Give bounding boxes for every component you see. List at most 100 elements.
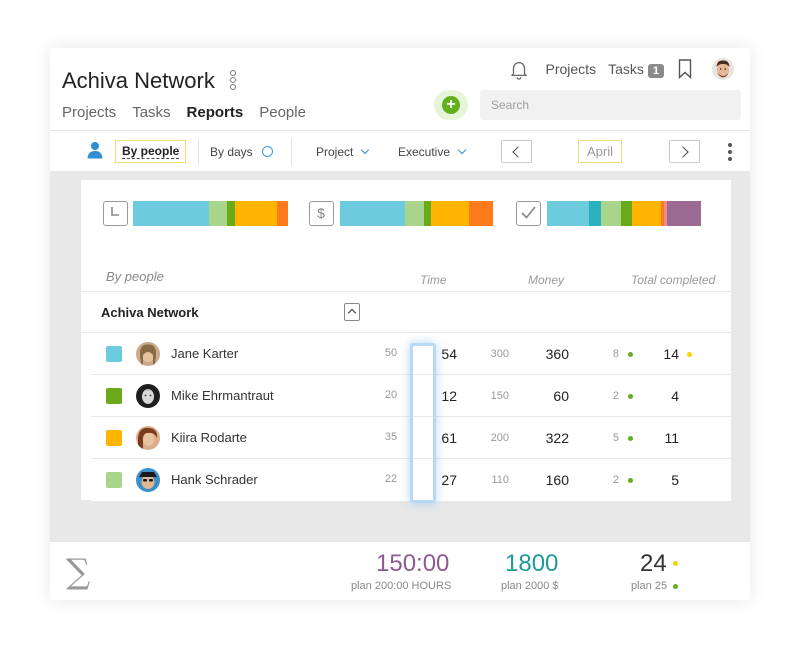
- dollar-icon: $: [309, 201, 334, 226]
- top-links: Projects Tasks 1: [508, 58, 734, 80]
- svg-text:$: $: [317, 205, 325, 221]
- person-name: Hank Schrader: [171, 472, 258, 487]
- group-header: Achiva Network: [81, 291, 731, 333]
- plan-time: 50: [384, 347, 398, 359]
- color-swatch: [106, 346, 122, 362]
- report-card: Achiva Network Projects Tasks Reports Pe…: [50, 48, 750, 600]
- plan-money: 150: [490, 390, 509, 402]
- completed-value: 14: [663, 346, 679, 362]
- plan-time: 35: [384, 431, 398, 443]
- money-distribution-bar: [340, 201, 493, 226]
- more-options-icon[interactable]: [728, 143, 732, 164]
- plan-completed: 2: [612, 474, 619, 486]
- plus-icon: +: [442, 96, 460, 114]
- avatar: [136, 342, 160, 366]
- bar-segment: [547, 201, 589, 226]
- person-icon[interactable]: [86, 141, 104, 159]
- tab-reports[interactable]: Reports: [179, 102, 251, 132]
- status-dot-icon: [687, 352, 692, 357]
- tasks-link-label: Tasks: [608, 60, 644, 77]
- total-money: 1800: [505, 550, 559, 577]
- next-month-button[interactable]: [669, 140, 700, 163]
- completed-distribution-bar: [547, 201, 701, 226]
- bar-segment: [664, 201, 668, 226]
- chevron-left-icon: [512, 145, 524, 158]
- color-swatch: [106, 430, 122, 446]
- bar-segment: [600, 201, 621, 226]
- toolbar-divider: [198, 139, 199, 165]
- checkbox-icon: [516, 201, 541, 226]
- plan-money: 300: [490, 348, 509, 360]
- avatar: [136, 468, 160, 492]
- add-button[interactable]: +: [434, 90, 468, 120]
- time-value: 54: [441, 346, 457, 362]
- bar-segment: [632, 201, 661, 226]
- projects-link[interactable]: Projects: [545, 61, 597, 77]
- bell-icon[interactable]: [508, 58, 530, 80]
- bar-segment: [660, 201, 665, 226]
- completed-value: 5: [671, 472, 679, 488]
- bar-segment: [667, 201, 701, 226]
- bar-segment: [588, 201, 601, 226]
- search-input[interactable]: [480, 90, 741, 120]
- plan-money: 110: [491, 474, 509, 486]
- plan-dot-icon: [628, 394, 633, 399]
- chevron-right-icon: [677, 145, 689, 158]
- person-name: Kiira Rodarte: [171, 430, 247, 445]
- bar-segment: [277, 201, 288, 226]
- chevron-up-icon: [347, 308, 357, 318]
- app-title: Achiva Network: [62, 68, 215, 93]
- plan-completed: 8: [612, 348, 619, 360]
- month-label[interactable]: April: [578, 140, 622, 163]
- table-row[interactable]: Jane Karter 50 54 300 360 8 14: [91, 333, 731, 375]
- plan-dot-icon: [628, 436, 633, 441]
- header-divider: [50, 130, 750, 131]
- by-people-toggle[interactable]: By people: [115, 140, 187, 163]
- tab-people[interactable]: People: [259, 104, 306, 121]
- collapse-button[interactable]: [344, 303, 360, 321]
- column-header-money: Money: [528, 273, 565, 287]
- color-swatch: [106, 388, 122, 404]
- avatar: [136, 384, 160, 408]
- table-heading: By people: [106, 269, 164, 284]
- bar-segment: [468, 201, 493, 226]
- plan-dot-icon: [673, 584, 678, 589]
- title-menu-icon[interactable]: [230, 70, 238, 90]
- table-row[interactable]: Mike Ehrmantraut 20 12 150 60 2 4: [91, 375, 731, 417]
- bar-segment: [234, 201, 278, 226]
- by-days-toggle[interactable]: By days: [210, 145, 253, 159]
- bar-segment: [208, 201, 228, 226]
- column-header-completed: Total completed: [631, 273, 716, 287]
- bar-segment: [227, 201, 235, 226]
- tasks-link[interactable]: Tasks 1: [608, 61, 664, 78]
- sigma-icon: ∑: [66, 552, 91, 592]
- plan-money: 200: [490, 432, 509, 444]
- total-time: 150:00: [376, 550, 450, 577]
- bar-segment: [133, 201, 209, 226]
- clock-icon: [103, 201, 128, 226]
- table-row[interactable]: Kiira Rodarte 35 61 200 322 5 11: [91, 417, 731, 459]
- prev-month-button[interactable]: [501, 140, 532, 163]
- total-time-plan: plan 200:00 HOURS: [351, 580, 452, 592]
- bookmark-icon[interactable]: [678, 59, 692, 79]
- total-money-plan: plan 2000 $: [501, 580, 559, 592]
- by-days-radio[interactable]: [262, 146, 273, 157]
- people-table: Jane Karter 50 54 300 360 8 14 Mike Ehrm…: [91, 333, 731, 501]
- column-header-time: Time: [420, 273, 447, 287]
- tab-tasks[interactable]: Tasks: [132, 104, 171, 121]
- plan-dot-icon: [628, 478, 633, 483]
- table-row[interactable]: Hank Schrader 22 27 110 160 2 5: [91, 459, 731, 501]
- plan-completed: 2: [612, 390, 619, 402]
- total-completed-plan: plan 25: [631, 580, 668, 592]
- by-people-label: By people: [122, 144, 180, 159]
- tab-projects[interactable]: Projects: [62, 104, 117, 121]
- executive-dropdown[interactable]: Executive: [398, 145, 467, 159]
- plan-time: 22: [384, 473, 398, 485]
- total-completed: 24: [640, 550, 667, 577]
- money-value: 160: [545, 472, 569, 488]
- group-title: Achiva Network: [101, 305, 199, 320]
- user-avatar[interactable]: [712, 58, 734, 80]
- person-name: Jane Karter: [171, 346, 239, 361]
- project-dropdown[interactable]: Project: [316, 145, 370, 159]
- time-value: 61: [441, 430, 457, 446]
